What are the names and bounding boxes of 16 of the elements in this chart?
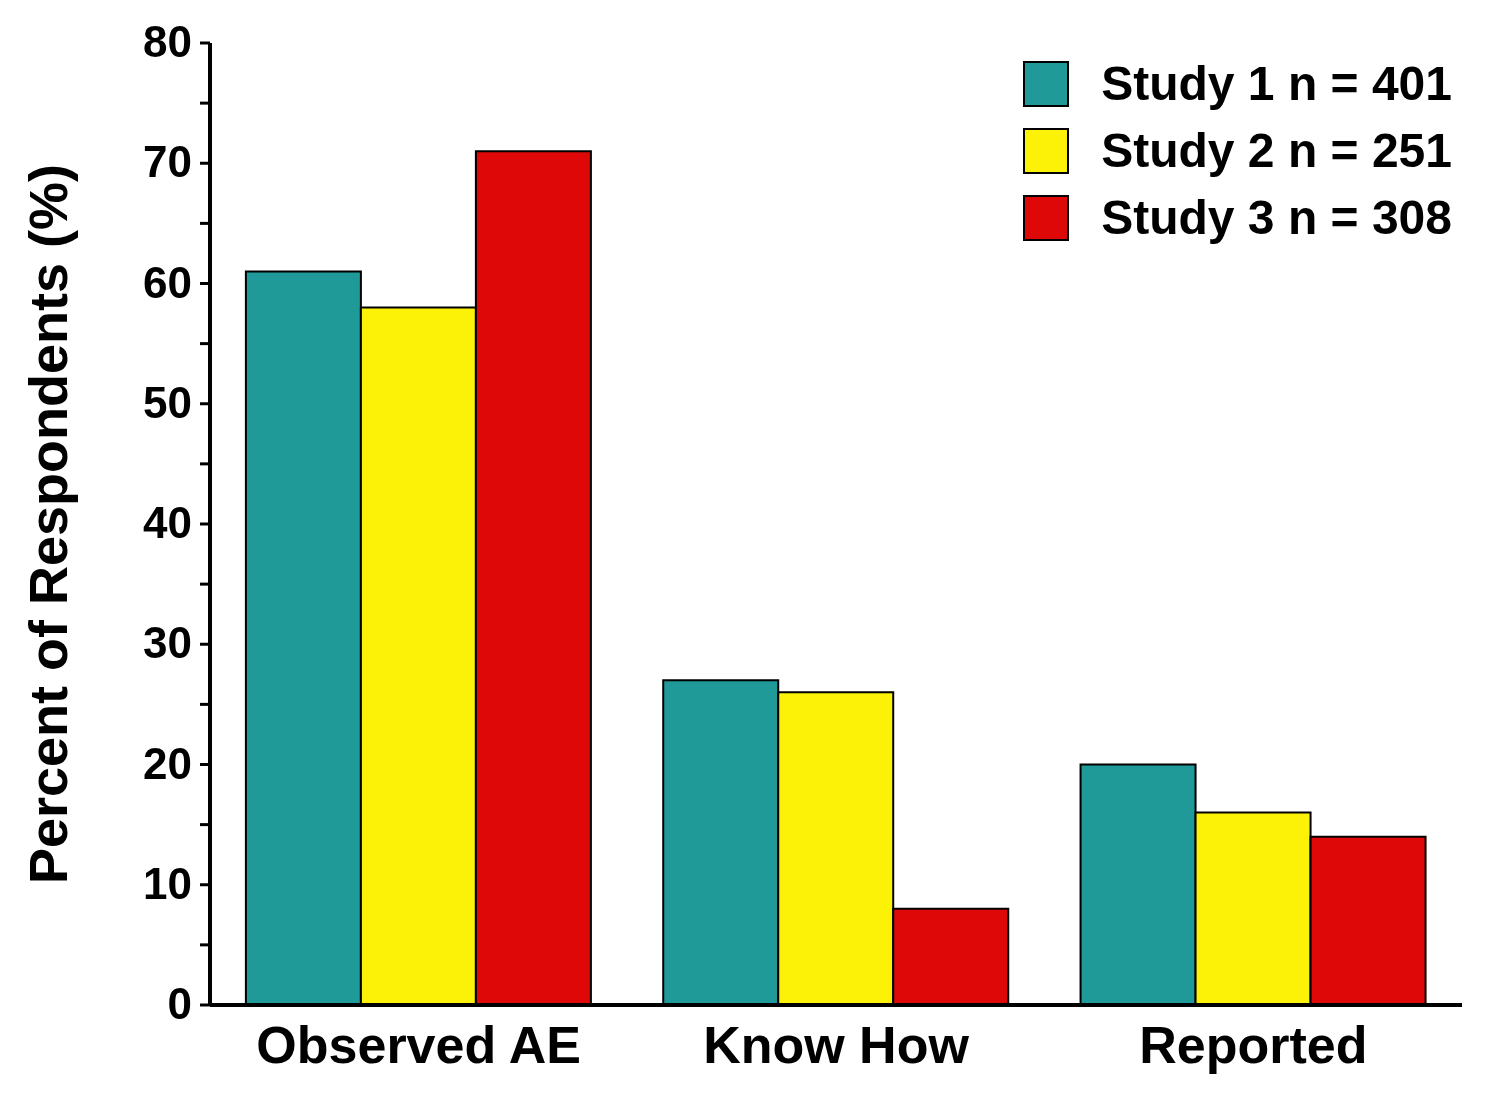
legend-label: Study 2 n = 251 xyxy=(1101,123,1452,178)
x-tick-label: Reported xyxy=(1139,1016,1368,1074)
x-tick-label: Know How xyxy=(703,1016,970,1074)
y-tick-label: 40 xyxy=(143,498,192,547)
y-tick-label: 50 xyxy=(143,377,192,427)
x-tick-label: Observed AE xyxy=(256,1016,581,1074)
y-tick-label: 30 xyxy=(143,618,192,668)
legend-label: Study 3 n = 308 xyxy=(1101,190,1452,245)
y-tick-label: 80 xyxy=(143,17,192,66)
y-tick-label: 10 xyxy=(143,858,192,908)
y-tick-label: 20 xyxy=(143,738,192,788)
y-tick-label: 60 xyxy=(143,257,192,307)
y-tick-label: 70 xyxy=(143,137,192,187)
y-tick-label: 0 xyxy=(167,979,192,1028)
legend-label: Study 1 n = 401 xyxy=(1101,56,1452,111)
y-axis-title: Percent of Respondents (%) xyxy=(18,163,79,885)
